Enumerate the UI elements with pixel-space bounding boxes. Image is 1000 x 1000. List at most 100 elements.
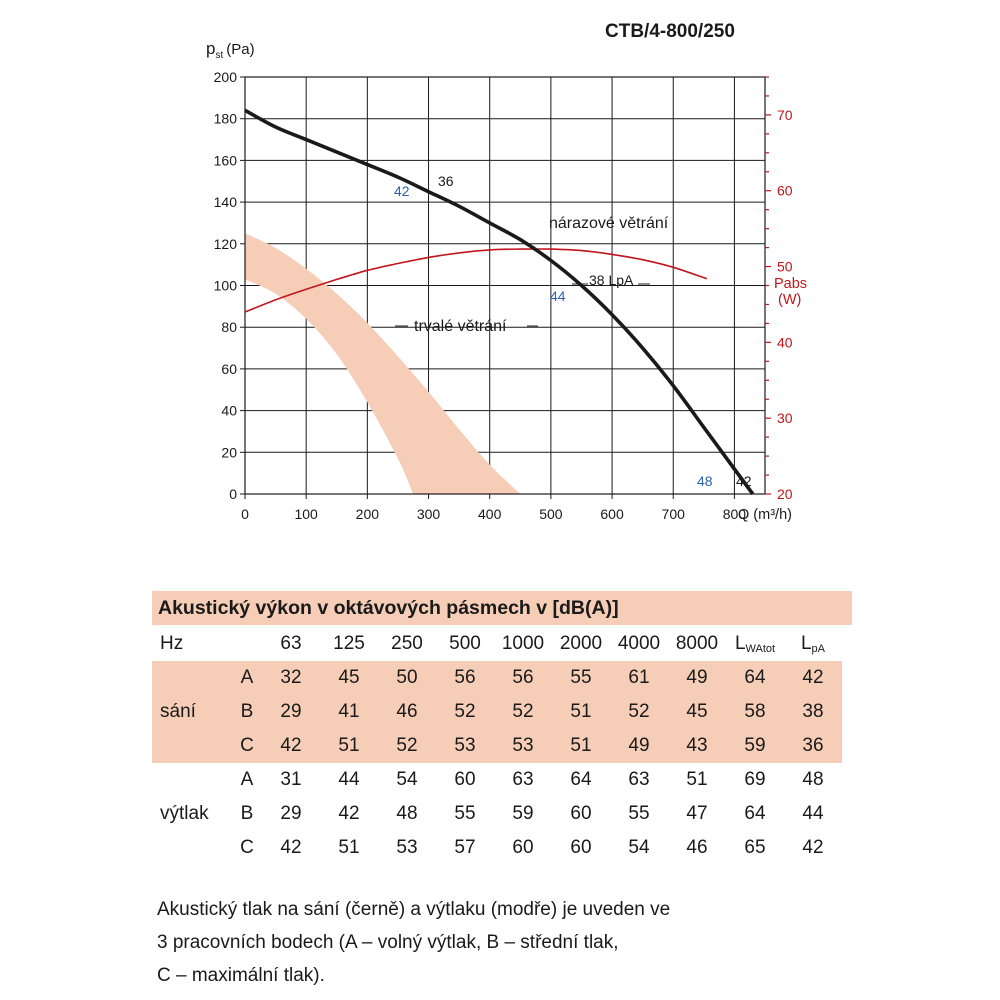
table-row: A 31 44 54 60 63 64 63 51 69 48 bbox=[152, 763, 842, 797]
table-row: výtlak B 29 42 48 55 59 60 55 47 64 44 bbox=[152, 797, 842, 831]
table-cell: 47 bbox=[686, 803, 708, 824]
point-2-blue-label: 44 bbox=[550, 288, 566, 304]
point-label: B bbox=[232, 695, 262, 729]
x-tick-label: 200 bbox=[356, 506, 380, 522]
table-cell: 44 bbox=[802, 803, 824, 824]
y2-tick-label: 30 bbox=[777, 410, 793, 426]
table-cell: 63 bbox=[628, 769, 650, 790]
table-cell: 55 bbox=[628, 803, 650, 824]
annotation-trvale: trvalé větrání bbox=[414, 318, 507, 335]
table-cell: 61 bbox=[610, 661, 668, 695]
table-cell: 46 bbox=[378, 695, 436, 729]
table-cell: 55 bbox=[454, 803, 476, 824]
table-cell: 55 bbox=[552, 661, 610, 695]
table-title: Akustický výkon v oktávových pásmech v [… bbox=[152, 591, 852, 625]
table-cell: 52 bbox=[610, 695, 668, 729]
table-cell: 53 bbox=[396, 837, 418, 858]
y2-tick-label: 60 bbox=[777, 183, 793, 199]
x-tick-label: 600 bbox=[600, 506, 624, 522]
y2-axis-unit: (W) bbox=[778, 292, 801, 308]
y-tick-label: 200 bbox=[214, 69, 238, 85]
series-line-pressure bbox=[244, 108, 755, 496]
table-cell: 48 bbox=[802, 769, 824, 790]
x-tick-label: 700 bbox=[662, 506, 686, 522]
x-tick-label: 800 bbox=[723, 506, 747, 522]
x-tick-label: 500 bbox=[539, 506, 563, 522]
y-tick-label: 180 bbox=[214, 111, 238, 127]
y-axis-ticks: 0 20 40 60 80 100 120 140 160 180 200 bbox=[214, 69, 245, 502]
table-cell: 64 bbox=[570, 769, 592, 790]
table-cell: 38 bbox=[784, 695, 842, 729]
y-tick-label: 0 bbox=[229, 486, 237, 502]
y-tick-label: 80 bbox=[221, 319, 237, 335]
lwa-header-main: L bbox=[734, 633, 746, 654]
lpa-header-sub: pA bbox=[811, 643, 826, 655]
lwa-header: LWAtot bbox=[726, 627, 784, 661]
table-cell: 46 bbox=[686, 837, 708, 858]
table-cell: 60 bbox=[512, 837, 534, 858]
group-label: sání bbox=[152, 695, 232, 729]
hz-label: Hz bbox=[160, 633, 184, 654]
table-header-row: Hz 63 125 250 500 1000 2000 4000 8000 LWAtot LpA bbox=[152, 627, 842, 661]
y-tick-label: 60 bbox=[221, 361, 237, 377]
table-cell: 43 bbox=[668, 729, 726, 763]
table-cell: 49 bbox=[668, 661, 726, 695]
table-cell: 51 bbox=[552, 695, 610, 729]
table-cell: 65 bbox=[744, 837, 766, 858]
annotation-narazove: nárazové větrání bbox=[549, 215, 669, 232]
table-cell: 45 bbox=[668, 695, 726, 729]
table-cell: 58 bbox=[726, 695, 784, 729]
group-label bbox=[152, 831, 232, 865]
table-cell: 53 bbox=[436, 729, 494, 763]
table-cell: 51 bbox=[320, 729, 378, 763]
table-cell: 64 bbox=[726, 661, 784, 695]
group-label: výtlak bbox=[160, 803, 209, 824]
table-cell: 57 bbox=[454, 837, 476, 858]
x-axis-label: Q (m³/h) bbox=[738, 507, 792, 523]
table-cell: 31 bbox=[280, 769, 302, 790]
table-cell: 51 bbox=[552, 729, 610, 763]
y-tick-label: 100 bbox=[214, 278, 238, 294]
table-cell: 56 bbox=[494, 661, 552, 695]
y2-axis-label: Pabs bbox=[774, 276, 807, 292]
chart-title: CTB/4-800/250 bbox=[605, 21, 735, 42]
x-tick-label: 100 bbox=[294, 506, 318, 522]
freq-header: 8000 bbox=[675, 633, 719, 654]
table-cell: 63 bbox=[512, 769, 534, 790]
table-cell: 29 bbox=[280, 803, 302, 824]
point-label: C bbox=[232, 729, 262, 763]
table-cell: 42 bbox=[802, 837, 824, 858]
point-label: A bbox=[232, 661, 262, 695]
point-3-black-label: 42 bbox=[736, 473, 752, 489]
note-line-3: C – maximální tlak). bbox=[157, 965, 325, 986]
note-text: Akustický tlak na sání (černě) a výtlaku… bbox=[157, 893, 670, 992]
table-row: C 42 51 53 57 60 60 54 46 65 42 bbox=[152, 831, 842, 865]
y-tick-label: 20 bbox=[221, 444, 237, 460]
freq-header: 63 bbox=[280, 633, 302, 654]
table-cell: 44 bbox=[338, 769, 360, 790]
y-tick-label: 120 bbox=[214, 236, 238, 252]
point-label: C bbox=[240, 837, 254, 858]
table-cell: 42 bbox=[338, 803, 360, 824]
table-row: A 32 45 50 56 56 55 61 49 64 42 bbox=[152, 661, 842, 695]
y-axis-label: pst (Pa) bbox=[206, 39, 255, 61]
table-cell: 42 bbox=[262, 729, 320, 763]
group-label bbox=[152, 661, 232, 695]
y2-tick-label: 40 bbox=[777, 334, 793, 350]
table-cell: 60 bbox=[454, 769, 476, 790]
table-row: C 42 51 52 53 53 51 49 43 59 36 bbox=[152, 729, 842, 763]
y-tick-label: 140 bbox=[214, 194, 238, 210]
table-cell: 52 bbox=[436, 695, 494, 729]
x-axis-ticks: 0 100 200 300 400 500 600 700 800 bbox=[241, 494, 746, 522]
lpa-header-main: L bbox=[800, 633, 812, 654]
group-label bbox=[152, 763, 232, 797]
point-label: B bbox=[240, 803, 254, 824]
y2-axis-ticks: 20 30 40 50 60 70 bbox=[765, 76, 793, 502]
note-line-1: Akustický tlak na sání (černě) a výtlaku… bbox=[157, 899, 671, 920]
table-cell: 54 bbox=[628, 837, 650, 858]
note-line-2: 3 pracovních bodech (A – volný výtlak, B… bbox=[157, 932, 619, 953]
point-3-blue-label: 48 bbox=[697, 473, 713, 489]
point-1-black-label: 36 bbox=[438, 173, 454, 189]
table-cell: 29 bbox=[262, 695, 320, 729]
table-cell: 51 bbox=[338, 837, 360, 858]
